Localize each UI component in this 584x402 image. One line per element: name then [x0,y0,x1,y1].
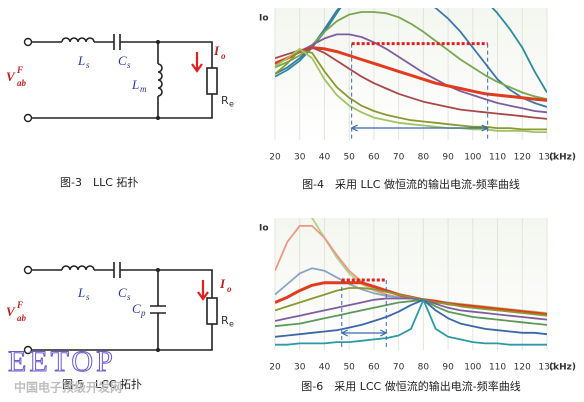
caption: 图-5 LCC 拓扑 [62,377,142,391]
curve [275,11,547,100]
label-main: C [132,301,141,316]
curves [275,8,547,133]
label-sub: o [221,51,226,61]
x-tick-label: 50 [343,363,355,373]
label-main: V [6,304,16,319]
curve [275,46,547,102]
x-tick-label: 30 [294,153,306,163]
caption: 图-6 采用 LCC 做恒流的输出电流-频率曲线 [301,379,520,393]
curve [275,287,547,317]
x-tick-label: 90 [442,153,454,163]
label-main: R [221,94,229,107]
x-tick-label: 130 [538,153,555,163]
x-tick-label: 120 [514,363,531,373]
x-tick-label: 70 [393,363,405,373]
label-sub: p [140,308,146,318]
x-tick-label: 90 [442,363,454,373]
label-main: I [219,276,226,291]
x-tick-label: 120 [514,153,531,163]
curve [275,49,547,131]
y-axis-label: Io [259,14,269,24]
label-main: L [77,285,85,300]
label-sub: s [127,292,131,302]
label-sub: s [86,60,90,70]
x-axis-label: (kHz) [549,363,576,373]
x-tick-label: 110 [489,363,506,373]
label-main: I [213,43,220,58]
curve [275,298,547,338]
x-tick-label: 70 [393,153,405,163]
curve [275,48,547,133]
x-tick-label: 60 [368,153,380,163]
curve [275,298,547,328]
label-sup: F [16,65,23,75]
x-tick-label: 110 [489,153,506,163]
curve [275,33,547,114]
curves [275,218,547,346]
x-tick-label: 20 [269,153,281,163]
x-tick-label: 60 [368,363,380,373]
x-tick-label: 130 [538,363,555,373]
label-main: L [131,77,139,92]
label-main: L [77,53,85,68]
label-sub: e [229,100,234,109]
x-tick-label: 40 [319,363,331,373]
label-main: V [6,69,16,84]
curve [275,297,547,322]
label-sub: s [86,292,90,302]
x-tick-label: 40 [319,153,331,163]
circuit-llc [23,34,218,123]
x-tick-label: 100 [464,363,481,373]
label-main: C [118,285,127,300]
x-tick-label: 80 [418,153,430,163]
range-arrow [340,329,388,337]
watermark-text: 中国电子顶级开发网 [14,380,122,395]
label-sub: ab [17,78,27,88]
label-sub: o [227,284,232,294]
x-tick-label: 80 [418,363,430,373]
watermark-logo: EETOP [8,345,116,378]
y-axis-label: Io [259,224,269,234]
circuit-lcc [23,262,218,355]
x-tick-label: 20 [269,363,281,373]
label-sub: ab [17,313,27,323]
caption: 图-3 LLC 拓扑 [60,175,138,189]
label-sub: e [229,320,234,329]
x-tick-label: 100 [464,153,481,163]
curve [275,46,547,120]
x-axis-label: (kHz) [549,153,576,163]
label-main: R [221,314,229,327]
curve [275,298,547,346]
label-sup: F [16,300,23,310]
range-arrow [350,124,489,132]
x-tick-label: 50 [343,153,355,163]
label-sub: s [127,60,131,70]
label-sub: m [140,84,147,94]
x-tick-label: 30 [294,363,306,373]
label-main: C [118,53,127,68]
caption: 图-4 采用 LLC 做恒流的输出电流-频率曲线 [302,177,520,191]
